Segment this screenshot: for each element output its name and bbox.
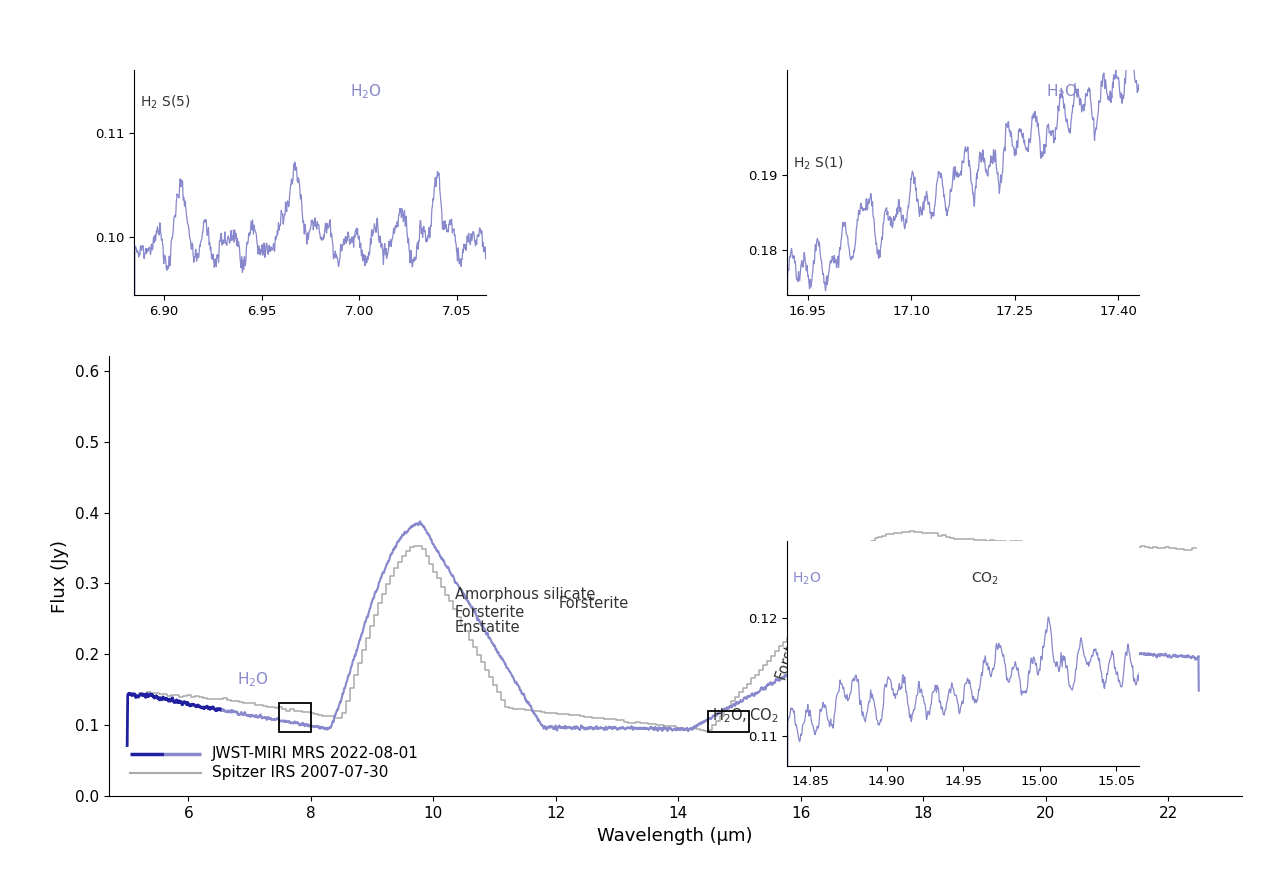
Text: Amorphous silicate: Amorphous silicate	[454, 587, 595, 602]
Text: $\mathregular{CO_2}$: $\mathregular{CO_2}$	[970, 570, 998, 587]
Text: $\mathregular{H_2O}$: $\mathregular{H_2O}$	[237, 671, 269, 689]
Text: Amorphous silicate: Amorphous silicate	[932, 611, 1073, 626]
Text: Spitzer IRS 2007-07-30: Spitzer IRS 2007-07-30	[211, 766, 388, 781]
Bar	[851, 639, 882, 666]
X-axis label: Wavelength (μm): Wavelength (μm)	[598, 826, 753, 845]
Text: $\mathregular{H_2\ S(5)}$: $\mathregular{H_2\ S(5)}$	[141, 94, 191, 112]
Text: $\mathregular{H_2O}$: $\mathregular{H_2O}$	[792, 570, 820, 587]
Text: JWST-MIRI MRS 2022-08-01: JWST-MIRI MRS 2022-08-01	[211, 746, 419, 761]
Text: $\mathregular{H_2O,CO_2}$: $\mathregular{H_2O,CO_2}$	[712, 707, 778, 725]
Bar	[279, 703, 311, 732]
Text: Enstatite: Enstatite	[454, 620, 521, 635]
Text: $\mathregular{H_2O}$: $\mathregular{H_2O}$	[349, 83, 381, 101]
Text: $\mathregular{H_2\ S(1)}$: $\mathregular{H_2\ S(1)}$	[792, 155, 844, 172]
Y-axis label: Flux (Jy): Flux (Jy)	[51, 540, 69, 612]
Text: Forsterite: Forsterite	[773, 609, 809, 681]
Text: $\mathregular{H_2O}$: $\mathregular{H_2O}$	[806, 639, 837, 657]
Text: Forsterite: Forsterite	[559, 597, 628, 612]
Bar	[708, 710, 749, 732]
Text: $\mathregular{H_2O}$: $\mathregular{H_2O}$	[1046, 83, 1078, 101]
Text: Forsterite: Forsterite	[454, 605, 525, 620]
